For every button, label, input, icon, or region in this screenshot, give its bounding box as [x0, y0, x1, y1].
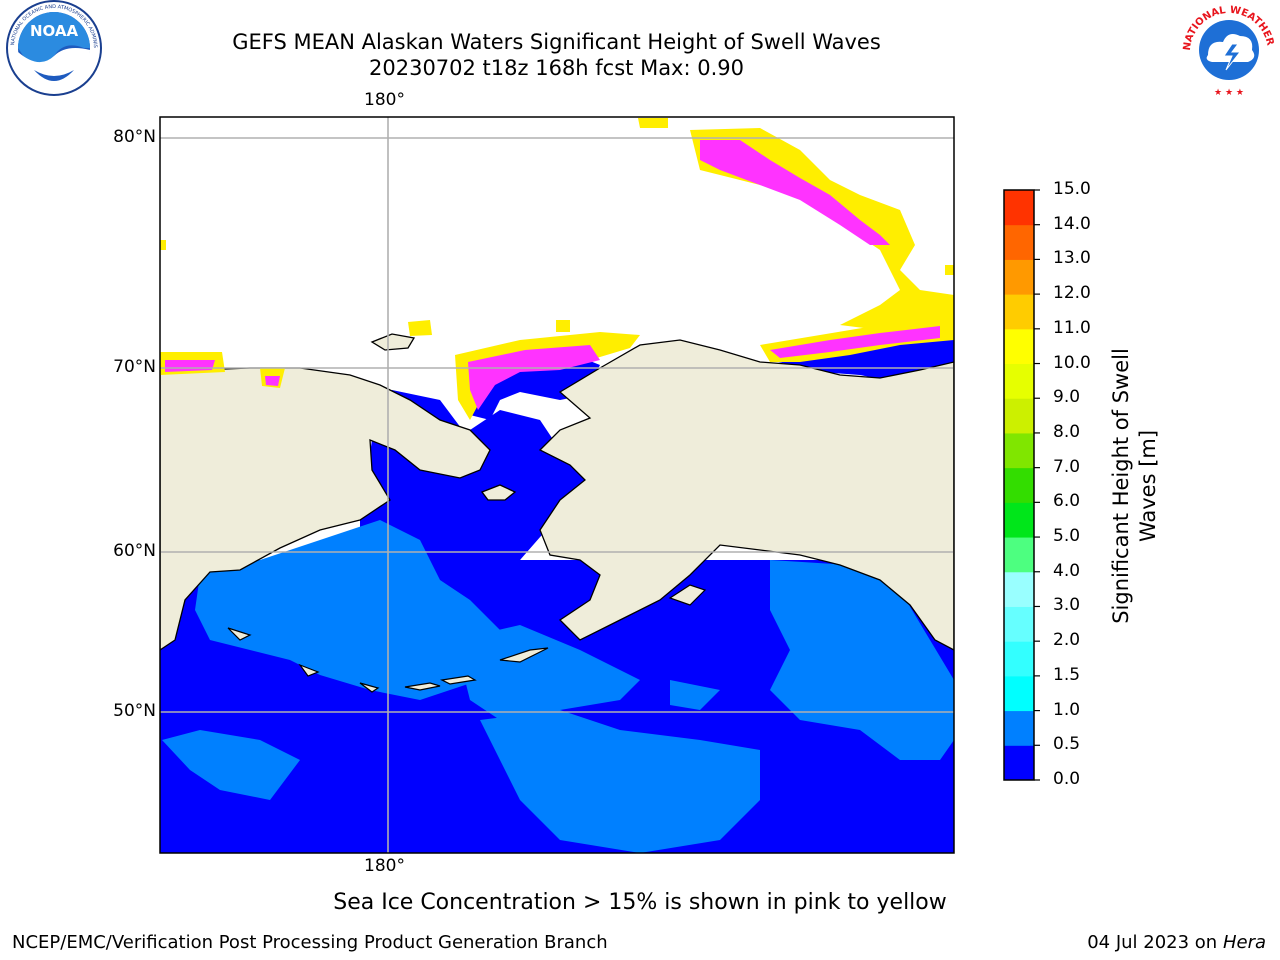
colorbar-tick-label: 0.0	[1053, 769, 1081, 789]
colorbar-segment	[1004, 745, 1034, 781]
colorbar-segment	[1004, 537, 1034, 573]
colorbar-tick-label: 1.5	[1053, 664, 1081, 685]
colorbar-tick-label: 9.0	[1053, 387, 1081, 408]
land-alaska	[538, 339, 954, 651]
colorbar-segment	[1004, 675, 1034, 712]
colorbar-tick-label: 1.0	[1053, 699, 1081, 720]
land-st-lawrence-island	[480, 484, 517, 501]
colorbar-tick-label: 4.0	[1053, 560, 1081, 581]
ocean-deep-swell-0-0.5	[160, 390, 954, 853]
colorbar-segment	[1004, 190, 1034, 226]
colorbar-tick-label: 7.0	[1053, 456, 1081, 477]
footer-date-text: 04 Jul 2023 on	[1087, 932, 1223, 953]
nws-logo: NATIONAL WEATHER SERVICE ★ ★ ★	[1174, 0, 1280, 100]
footer-host: Hera	[1222, 932, 1266, 953]
map-frame	[159, 116, 955, 854]
lat-label-50: 50°N	[113, 701, 156, 721]
lat-label-60: 60°N	[113, 541, 156, 561]
sea-ice-caption: Sea Ice Concentration > 15% is shown in …	[333, 890, 947, 915]
colorbar-segment	[1004, 294, 1034, 330]
colorbar-tick-label: 14.0	[1053, 213, 1091, 234]
footer-branch: NCEP/EMC/Verification Post Processing Pr…	[12, 932, 608, 953]
colorbar-segment	[1004, 467, 1034, 503]
colorbar-segment	[1004, 398, 1034, 434]
colorbar-segment	[1004, 606, 1034, 642]
chart-title-line1: GEFS MEAN Alaskan Waters Significant Hei…	[232, 30, 881, 54]
lon-label-top: 180°	[364, 90, 405, 110]
aleutian-islands	[227, 584, 707, 693]
lat-label-80: 80°N	[113, 127, 156, 147]
colorbar	[1003, 189, 1040, 781]
colorbar-frame	[1003, 189, 1035, 781]
colorbar-segment	[1004, 363, 1034, 399]
colorbar-segment	[1004, 224, 1034, 260]
colorbar-tick-label: 15.0	[1053, 179, 1091, 199]
lon-label-bottom: 180°	[364, 856, 405, 876]
colorbar-tick-label: 10.0	[1053, 352, 1091, 373]
colorbar-tick-label: 2.0	[1053, 630, 1081, 651]
footer-date: 04 Jul 2023 on Hera	[1087, 932, 1266, 953]
colorbar-label-line1: Significant Height of Swell	[1109, 348, 1133, 624]
svg-text:★ ★ ★: ★ ★ ★	[1214, 88, 1244, 98]
colorbar-tick-label: 3.0	[1053, 595, 1081, 616]
colorbar-tick-label: 11.0	[1053, 317, 1091, 338]
colorbar-segment	[1004, 571, 1034, 607]
lat-label-70: 70°N	[113, 357, 156, 377]
gridlines	[160, 117, 954, 853]
noaa-logo: NOAA NATIONAL OCEANIC AND ATMOSPHERIC AD…	[1, 0, 104, 100]
colorbar-tick-label: 5.0	[1053, 526, 1081, 547]
colorbar-tick-label: 0.5	[1053, 734, 1081, 755]
land-siberia	[160, 367, 491, 651]
colorbar-segment	[1004, 432, 1034, 469]
colorbar-tick-label: 12.0	[1053, 283, 1091, 304]
colorbar-label-line2: Waves [m]	[1136, 429, 1160, 543]
sea-ice	[160, 118, 954, 420]
colorbar-tick-label: 13.0	[1053, 248, 1091, 269]
ocean-swell-0.5-1.0	[162, 520, 954, 853]
svg-text:NOAA: NOAA	[30, 22, 79, 40]
colorbar-tick-label: 6.0	[1053, 491, 1081, 512]
chart-title-line2: 20230702 t18z 168h fcst Max: 0.90	[369, 56, 744, 80]
colorbar-segment	[1004, 259, 1034, 295]
colorbar-segment	[1004, 710, 1034, 746]
colorbar-segment	[1004, 502, 1034, 538]
colorbar-segment	[1004, 328, 1034, 365]
colorbar-tick-label: 8.0	[1053, 421, 1081, 442]
colorbar-segment	[1004, 641, 1034, 677]
